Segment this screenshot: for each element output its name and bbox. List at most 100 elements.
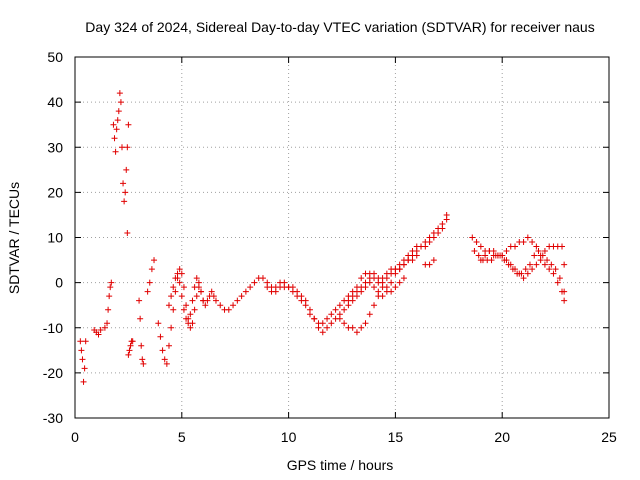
data-point [520, 275, 527, 282]
data-point [544, 257, 551, 264]
data-point [383, 275, 390, 282]
series-naus-arc-6 [136, 297, 147, 367]
data-point [107, 284, 114, 291]
data-point [225, 306, 232, 313]
data-point [561, 297, 568, 304]
series-naus-arc-5 [124, 229, 136, 358]
data-point [430, 234, 437, 241]
data-point [422, 243, 429, 250]
data-point [396, 279, 403, 286]
data-point [140, 360, 147, 367]
data-point [120, 180, 127, 187]
data-point [482, 252, 489, 259]
series-naus-arc-9 [165, 211, 450, 327]
data-point [123, 166, 130, 173]
data-point [341, 306, 348, 313]
data-point [126, 347, 133, 354]
data-point [163, 360, 170, 367]
data-point [533, 243, 540, 250]
data-point [165, 302, 172, 309]
data-point [217, 302, 224, 309]
data-point [561, 288, 568, 295]
data-point [396, 266, 403, 273]
data-point [319, 329, 326, 336]
data-point [475, 252, 482, 259]
data-point [195, 279, 202, 286]
data-point [193, 293, 200, 300]
data-point [443, 216, 450, 223]
data-point [371, 302, 378, 309]
data-point [180, 284, 187, 291]
data-point [541, 248, 548, 255]
data-point [379, 279, 386, 286]
data-point [198, 288, 205, 295]
data-point [546, 266, 553, 273]
data-point [388, 270, 395, 277]
x-tick-label: 20 [494, 429, 510, 445]
data-point [503, 248, 510, 255]
data-point [157, 333, 164, 340]
data-point [80, 378, 87, 385]
data-point [298, 293, 305, 300]
data-point [503, 257, 510, 264]
data-point [170, 306, 177, 313]
data-point [561, 261, 568, 268]
data-point [189, 297, 196, 304]
data-point [400, 261, 407, 268]
data-point [165, 342, 172, 349]
data-point [469, 234, 476, 241]
series-naus-arc-14 [469, 234, 568, 304]
y-tick-label: -10 [43, 320, 63, 336]
data-point [202, 302, 209, 309]
data-point [125, 121, 132, 128]
y-tick-label: -20 [43, 365, 63, 381]
y-tick-label: 40 [47, 94, 63, 110]
data-point [345, 297, 352, 304]
data-point [332, 306, 339, 313]
y-tick-label: 50 [47, 49, 63, 65]
y-axis-title: SDTVAR / TECUs [6, 182, 22, 294]
data-point [117, 99, 124, 106]
y-tick-labels: -30 -20 -10 0 10 20 30 40 50 [43, 49, 63, 426]
data-point [187, 311, 194, 318]
data-point [230, 302, 237, 309]
data-point [294, 288, 301, 295]
data-point [281, 279, 288, 286]
data-point [400, 275, 407, 282]
data-point [277, 284, 284, 291]
data-point [127, 342, 134, 349]
data-point [324, 315, 331, 322]
data-point [122, 189, 129, 196]
y-tick-label: -30 [43, 410, 63, 426]
data-point [439, 225, 446, 232]
data-point [191, 284, 198, 291]
data-point [426, 261, 433, 268]
series-naus-arc-3 [101, 279, 115, 331]
data-point [362, 279, 369, 286]
data-point [488, 257, 495, 264]
data-point [121, 198, 128, 205]
data-point [187, 324, 194, 331]
data-point [413, 252, 420, 259]
data-point [170, 284, 177, 291]
data-point [315, 324, 322, 331]
data-point [512, 243, 519, 250]
data-point [336, 315, 343, 322]
data-point [208, 288, 215, 295]
x-tick-label: 15 [388, 429, 404, 445]
data-point [529, 239, 536, 246]
data-point [362, 320, 369, 327]
data-point [353, 288, 360, 295]
data-point [124, 144, 131, 151]
data-point [242, 288, 249, 295]
data-point [537, 257, 544, 264]
data-point [388, 279, 395, 286]
data-point [477, 243, 484, 250]
data-point [113, 126, 120, 133]
data-point [435, 229, 442, 236]
data-point [539, 252, 546, 259]
data-point [516, 270, 523, 277]
data-point [409, 257, 416, 264]
data-point [426, 239, 433, 246]
